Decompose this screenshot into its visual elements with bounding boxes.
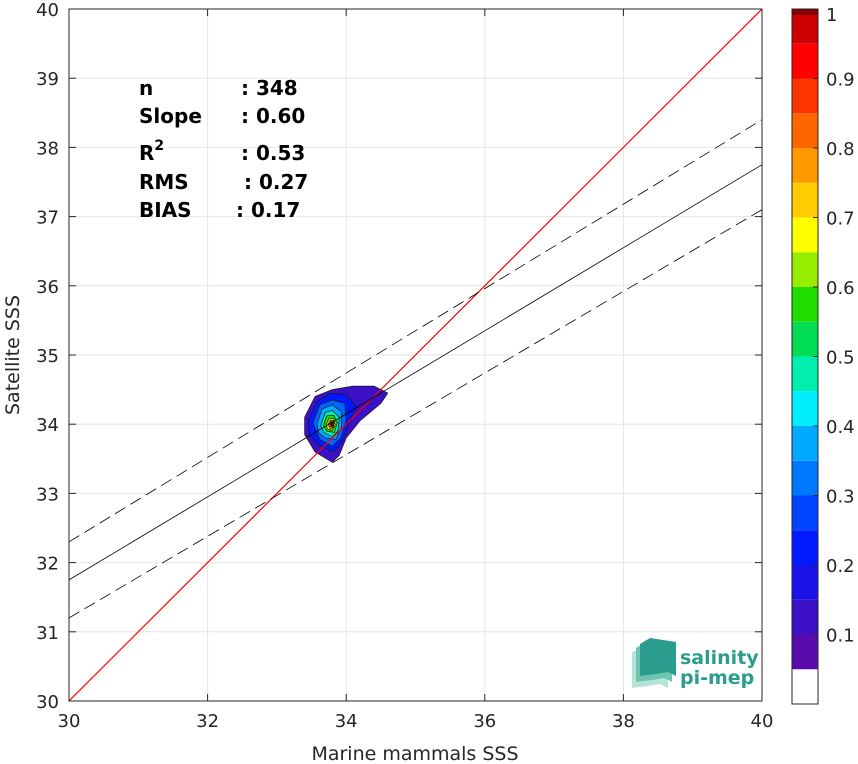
colorbar-band bbox=[792, 148, 818, 183]
colorbar-tick-label: 0.2 bbox=[826, 556, 855, 577]
x-axis-label: Marine mammals SSS bbox=[311, 743, 518, 764]
logo-line-2: pi-mep bbox=[680, 667, 754, 689]
x-tick-label: 40 bbox=[751, 711, 774, 732]
reference-line-fit-lower bbox=[69, 209, 762, 619]
colorbar-band bbox=[792, 287, 818, 322]
colorbar-band bbox=[792, 252, 818, 287]
colorbar-band bbox=[792, 43, 818, 79]
logo-line-1: salinity bbox=[680, 647, 759, 669]
grid bbox=[68, 8, 763, 702]
colorbar-tick-label: 0.3 bbox=[826, 487, 855, 508]
stat-bias-label: BIAS bbox=[139, 198, 192, 222]
stat-bias-value: : 0.17 bbox=[236, 198, 300, 222]
stat-n-label: n bbox=[139, 76, 153, 100]
colorbar-tick-label: 0.4 bbox=[826, 417, 855, 438]
y-axis-ticks: 30 31 32 33 34 35 36 37 38 39 40 bbox=[36, 0, 762, 713]
colorbar-band bbox=[792, 634, 818, 670]
y-tick-label: 32 bbox=[36, 554, 59, 575]
reference-line-fit bbox=[69, 164, 762, 581]
x-tick-label: 34 bbox=[335, 711, 358, 732]
y-axis-label: Satellite SSS bbox=[2, 295, 24, 415]
stat-r2-value: : 0.53 bbox=[241, 141, 305, 165]
y-tick-label: 35 bbox=[36, 346, 59, 367]
density-contour-level bbox=[330, 422, 334, 427]
colorbar-ticks: 0.1 0.2 0.3 0.4 0.5 0.6 0.7 0.8 0.9 1 bbox=[813, 5, 855, 647]
stat-slope-label: Slope bbox=[139, 104, 202, 128]
colorbar-band bbox=[792, 460, 818, 496]
colorbar-tick-label: 1 bbox=[826, 5, 837, 26]
stat-r2-label: R2 bbox=[139, 138, 164, 165]
colorbar-band bbox=[792, 669, 818, 704]
colorbar-tick-label: 0.8 bbox=[826, 139, 855, 160]
colorbar-tick-label: 0.1 bbox=[826, 626, 855, 647]
y-tick-label: 39 bbox=[36, 69, 59, 90]
colorbar-tick-label: 0.9 bbox=[826, 70, 855, 91]
y-tick-label: 34 bbox=[36, 415, 59, 436]
stat-slope-value: : 0.60 bbox=[241, 104, 305, 128]
x-tick-label: 30 bbox=[58, 711, 81, 732]
colorbar-band bbox=[792, 321, 818, 357]
y-tick-label: 31 bbox=[36, 623, 59, 644]
stat-r2-superscript: 2 bbox=[154, 138, 164, 154]
colorbar-tick-label: 0.7 bbox=[826, 209, 855, 230]
x-axis-ticks: 30 32 34 36 38 40 bbox=[58, 9, 774, 732]
colorbar-band bbox=[792, 565, 818, 600]
colorbar-band bbox=[792, 113, 818, 148]
y-tick-label: 38 bbox=[36, 138, 59, 159]
colorbar-band bbox=[792, 217, 818, 253]
salinity-pimep-logo: salinity pi-mep bbox=[632, 638, 759, 689]
y-tick-label: 36 bbox=[36, 277, 59, 298]
colorbar-band bbox=[792, 599, 818, 635]
reference-line-fit-upper bbox=[69, 119, 762, 543]
wave-logo-icon bbox=[632, 638, 676, 688]
colorbar-band bbox=[792, 9, 818, 15]
colorbar-tick-label: 0.6 bbox=[826, 278, 855, 299]
colorbar-band bbox=[792, 426, 818, 461]
stat-n-value: : 348 bbox=[241, 76, 298, 100]
colorbar-band bbox=[792, 78, 818, 114]
colorbar-band bbox=[792, 530, 818, 565]
x-tick-label: 36 bbox=[473, 711, 496, 732]
colorbar-band bbox=[792, 356, 818, 392]
stat-rms-label: RMS bbox=[139, 170, 189, 194]
reference-lines bbox=[69, 9, 762, 701]
colorbar-band bbox=[792, 182, 818, 218]
colorbar bbox=[791, 8, 819, 705]
y-tick-label: 30 bbox=[36, 692, 59, 713]
y-tick-label: 37 bbox=[36, 208, 59, 229]
x-tick-label: 32 bbox=[196, 711, 219, 732]
y-tick-label: 40 bbox=[36, 0, 59, 21]
x-tick-label: 38 bbox=[612, 711, 635, 732]
reference-line-identity bbox=[69, 9, 762, 701]
stat-rms-value: : 0.27 bbox=[244, 170, 308, 194]
colorbar-band bbox=[792, 391, 818, 426]
colorbar-tick-label: 0.5 bbox=[826, 348, 855, 369]
colorbar-band bbox=[792, 495, 818, 531]
y-tick-label: 33 bbox=[36, 484, 59, 505]
stats-box: n : 348 Slope : 0.60 R2 : 0.53 RMS : 0.2… bbox=[139, 76, 308, 222]
